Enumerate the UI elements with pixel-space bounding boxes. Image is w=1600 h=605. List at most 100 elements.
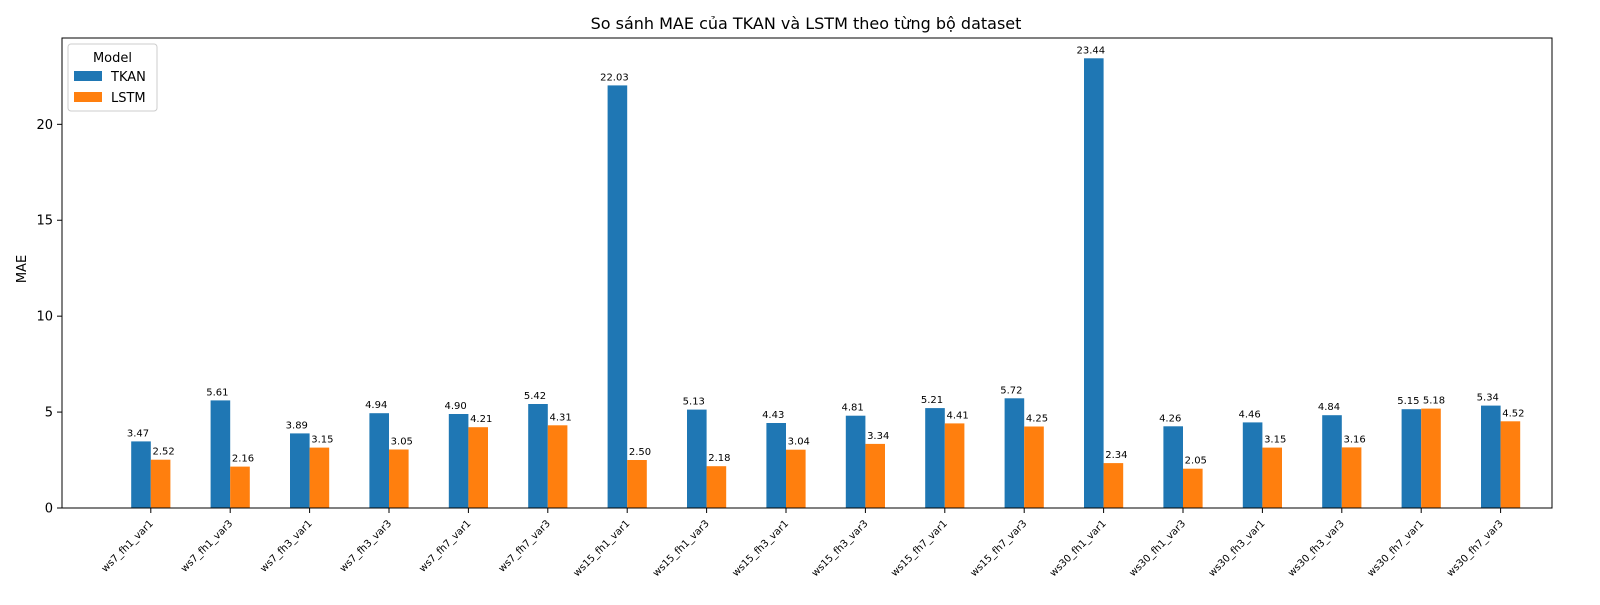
value-label: 5.61 bbox=[206, 387, 228, 398]
bar-lstm bbox=[944, 423, 965, 508]
value-label: 3.05 bbox=[391, 437, 413, 448]
bar-lstm bbox=[786, 449, 806, 508]
bar-lstm bbox=[865, 443, 885, 508]
value-label: 4.46 bbox=[1238, 409, 1260, 420]
legend-swatch-tkan bbox=[74, 71, 102, 81]
x-tick-label: ws7_fh3_var1 bbox=[259, 518, 315, 574]
x-tick-label: ws15_fh3_var3 bbox=[810, 518, 871, 579]
value-label: 2.16 bbox=[232, 454, 254, 465]
plot-area: 3.47 5.61 3.89 4.94 4.90 5.42 22.03 5.13 4.43 4.8… bbox=[36, 37, 1553, 579]
x-tick-label: ws15_fh1_var3 bbox=[651, 518, 712, 579]
legend-title: Model bbox=[93, 51, 132, 66]
value-label: 5.13 bbox=[683, 397, 705, 408]
value-label: 4.43 bbox=[762, 410, 784, 421]
bar-lstm bbox=[309, 447, 330, 508]
value-label: 4.26 bbox=[1159, 413, 1181, 424]
bar-lstm bbox=[150, 459, 171, 508]
value-label: 3.15 bbox=[1264, 435, 1286, 446]
value-label: 4.25 bbox=[1026, 414, 1048, 425]
bar-tkan bbox=[1163, 426, 1183, 508]
bar-lstm bbox=[468, 427, 488, 508]
bar-lstm bbox=[1183, 468, 1203, 508]
x-tick-label: ws7_fh7_var1 bbox=[417, 518, 473, 574]
bar-lstm bbox=[1341, 447, 1362, 508]
value-label: 4.52 bbox=[1502, 408, 1524, 419]
value-label: 4.84 bbox=[1318, 402, 1340, 413]
value-label: 5.72 bbox=[1000, 385, 1022, 396]
y-tick-label: 10 bbox=[36, 310, 53, 325]
bar-lstm bbox=[230, 466, 250, 508]
value-label: 5.18 bbox=[1423, 396, 1445, 407]
y-tick-label: 5 bbox=[45, 406, 53, 421]
bar-lstm bbox=[627, 460, 647, 508]
bar-tkan bbox=[210, 400, 231, 508]
x-tick-label: ws30_fh3_var1 bbox=[1207, 518, 1268, 579]
value-label: 5.21 bbox=[921, 395, 943, 406]
bar-tkan bbox=[925, 408, 945, 508]
bar-tkan bbox=[1401, 409, 1422, 508]
bar-tkan bbox=[607, 85, 628, 509]
x-tick-label: ws30_fh3_var3 bbox=[1286, 518, 1347, 579]
bar-lstm bbox=[1024, 426, 1044, 508]
legend-label-lstm: LSTM bbox=[111, 91, 146, 106]
legend-swatch-lstm bbox=[74, 92, 102, 102]
value-label: 2.18 bbox=[708, 453, 730, 464]
x-tick-label: ws7_fh1_var3 bbox=[179, 518, 235, 574]
legend-label-tkan: TKAN bbox=[110, 70, 146, 85]
value-label: 2.52 bbox=[152, 447, 174, 458]
bar-tkan bbox=[448, 414, 469, 508]
value-label: 4.81 bbox=[841, 403, 863, 414]
y-axis-label: MAE bbox=[15, 255, 30, 283]
value-label: 4.90 bbox=[444, 401, 466, 412]
value-label: 22.03 bbox=[600, 72, 629, 83]
bar-tkan bbox=[1084, 58, 1104, 509]
x-tick-label: ws15_fh1_var1 bbox=[572, 518, 633, 579]
bar-tkan bbox=[1242, 422, 1263, 508]
value-label: 3.04 bbox=[788, 437, 810, 448]
x-tick-label: ws30_fh1_var1 bbox=[1048, 518, 1109, 579]
x-tick-label: ws30_fh1_var3 bbox=[1127, 518, 1188, 579]
bar-tkan bbox=[1004, 398, 1025, 508]
x-tick-label: ws7_fh1_var1 bbox=[100, 518, 156, 574]
value-label: 3.15 bbox=[311, 435, 333, 446]
bar-tkan bbox=[369, 413, 389, 508]
value-label: 4.31 bbox=[549, 412, 571, 423]
value-label: 5.15 bbox=[1397, 396, 1419, 407]
bar-tkan bbox=[845, 415, 866, 508]
bar-lstm bbox=[547, 425, 568, 508]
value-label: 3.34 bbox=[867, 431, 889, 442]
x-tick-label: ws15_fh3_var1 bbox=[730, 518, 791, 579]
bar-lstm bbox=[706, 466, 727, 508]
x-tick-label: ws7_fh7_var3 bbox=[497, 518, 553, 574]
value-label: 2.34 bbox=[1105, 450, 1127, 461]
x-tick-label: ws30_fh7_var3 bbox=[1445, 518, 1506, 579]
x-tick-label: ws30_fh7_var1 bbox=[1366, 518, 1427, 579]
bar-tkan bbox=[528, 404, 548, 508]
bar-tkan bbox=[131, 441, 151, 508]
value-label: 3.47 bbox=[127, 428, 149, 439]
value-label: 4.94 bbox=[365, 400, 387, 411]
y-tick-label: 15 bbox=[36, 214, 53, 229]
bar-lstm bbox=[1500, 421, 1521, 508]
legend: Model TKAN LSTM bbox=[67, 43, 158, 112]
value-label: 5.42 bbox=[524, 391, 546, 402]
x-tick-label: ws7_fh3_var3 bbox=[338, 518, 394, 574]
bar-tkan bbox=[687, 409, 707, 508]
plot-border bbox=[61, 37, 1553, 509]
bar-lstm bbox=[389, 449, 409, 508]
bar-tkan bbox=[1322, 415, 1342, 508]
value-label: 5.34 bbox=[1477, 393, 1499, 404]
chart-title: So sánh MAE của TKAN và LSTM theo từng b… bbox=[591, 14, 1022, 33]
value-label: 4.21 bbox=[470, 414, 492, 425]
bar-lstm bbox=[1103, 463, 1124, 508]
x-tick-label: ws15_fh7_var1 bbox=[889, 518, 950, 579]
bar-tkan bbox=[1481, 405, 1501, 508]
bar-lstm bbox=[1262, 447, 1282, 508]
bar-tkan bbox=[290, 433, 310, 508]
bar-tkan bbox=[766, 423, 786, 508]
value-label: 3.16 bbox=[1343, 434, 1365, 445]
bar-lstm bbox=[1421, 408, 1441, 508]
value-label: 2.05 bbox=[1185, 456, 1207, 467]
x-tick-label: ws15_fh7_var3 bbox=[969, 518, 1030, 579]
